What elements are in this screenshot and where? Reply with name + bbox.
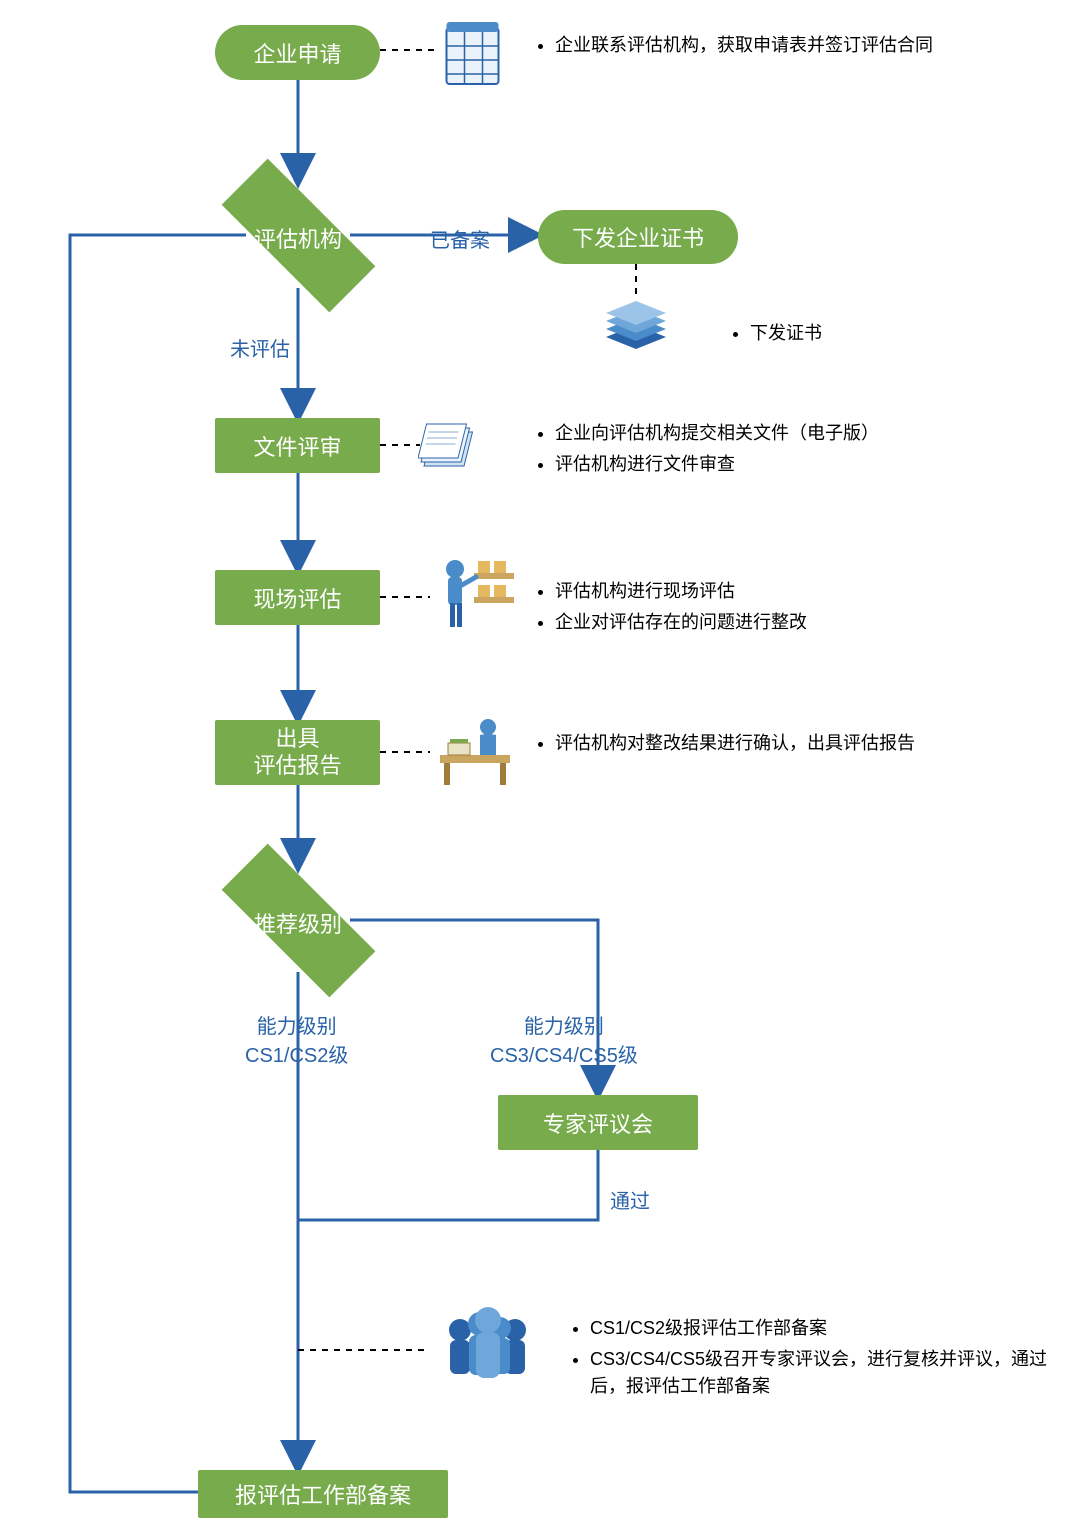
documents-icon — [418, 418, 486, 473]
bullet-item: 企业对评估存在的问题进行整改 — [555, 609, 1060, 636]
node-assess-org-label: 评估机构 — [238, 222, 358, 254]
node-label-line1: 出具 — [275, 726, 319, 752]
bullet-item: CS3/CS4/CS5级召开专家评议会，进行复核并评议，通过后，报评估工作部备案 — [590, 1346, 1060, 1400]
desk-person-icon — [430, 715, 520, 790]
node-label: 专家评议会 — [543, 1107, 653, 1139]
node-label: 下发企业证书 — [572, 221, 704, 253]
bullet-item: CS1/CS2级报评估工作部备案 — [590, 1315, 1060, 1342]
bullet-item: 企业联系评估机构，获取申请表并签订评估合同 — [555, 32, 1060, 59]
node-report-filing: 报评估工作部备案 — [198, 1470, 448, 1518]
node-label: 现场评估 — [253, 582, 341, 614]
spreadsheet-icon — [440, 20, 505, 90]
edge-label-registered: 已备案 — [430, 224, 490, 253]
edge-label-line: CS3/CS4/CS5级 — [490, 1039, 638, 1068]
edge-label-not-assessed: 未评估 — [230, 333, 290, 362]
bullets-doc-review: 企业向评估机构提交相关文件（电子版） 评估机构进行文件审查 — [535, 420, 1060, 482]
node-issue-report: 出具 评估报告 — [215, 720, 380, 785]
node-doc-review: 文件评审 — [215, 418, 380, 473]
bullet-item: 下发证书 — [750, 320, 1060, 347]
people-group-icon — [430, 1300, 545, 1400]
edge-label-line: 能力级别 — [490, 1010, 638, 1039]
bullets-onsite: 评估机构进行现场评估企业对评估存在的问题进行整改 — [535, 578, 1060, 640]
node-label: 文件评审 — [253, 430, 341, 462]
books-icon — [598, 295, 678, 365]
node-recommend-level-label: 推荐级别 — [238, 907, 358, 939]
bullet-item: 评估机构对整改结果进行确认，出具评估报告 — [555, 730, 1060, 757]
bullet-item: 评估机构进行现场评估 — [555, 578, 1060, 605]
node-label: 企业申请 — [253, 37, 341, 69]
node-label: 报评估工作部备案 — [235, 1478, 411, 1510]
bullets-filing: CS1/CS2级报评估工作部备案 CS3/CS4/CS5级召开专家评议会，进行复核… — [570, 1315, 1060, 1404]
node-apply: 企业申请 — [215, 25, 380, 80]
bullets-cert: 下发证书 — [730, 320, 1060, 351]
edge-label-line: 能力级别 — [245, 1010, 348, 1039]
worker-shelves-icon — [430, 555, 520, 640]
node-expert-meeting: 专家评议会 — [498, 1095, 698, 1150]
edge-label-pass: 通过 — [610, 1185, 650, 1214]
bullet-item: 评估机构进行文件审查 — [555, 451, 1060, 478]
edge-label-left: 能力级别 CS1/CS2级 — [245, 1010, 348, 1068]
node-onsite: 现场评估 — [215, 570, 380, 625]
node-issue-cert: 下发企业证书 — [538, 210, 738, 264]
edge-label-right: 能力级别 CS3/CS4/CS5级 — [490, 1010, 638, 1068]
edge-label-line: CS1/CS2级 — [245, 1039, 348, 1068]
bullets-apply: 企业联系评估机构，获取申请表并签订评估合同 — [535, 32, 1060, 63]
node-label-line2: 评估报告 — [253, 753, 341, 779]
bullet-item: 企业向评估机构提交相关文件（电子版） — [555, 420, 1060, 447]
bullets-report: 评估机构对整改结果进行确认，出具评估报告 — [535, 730, 1060, 761]
